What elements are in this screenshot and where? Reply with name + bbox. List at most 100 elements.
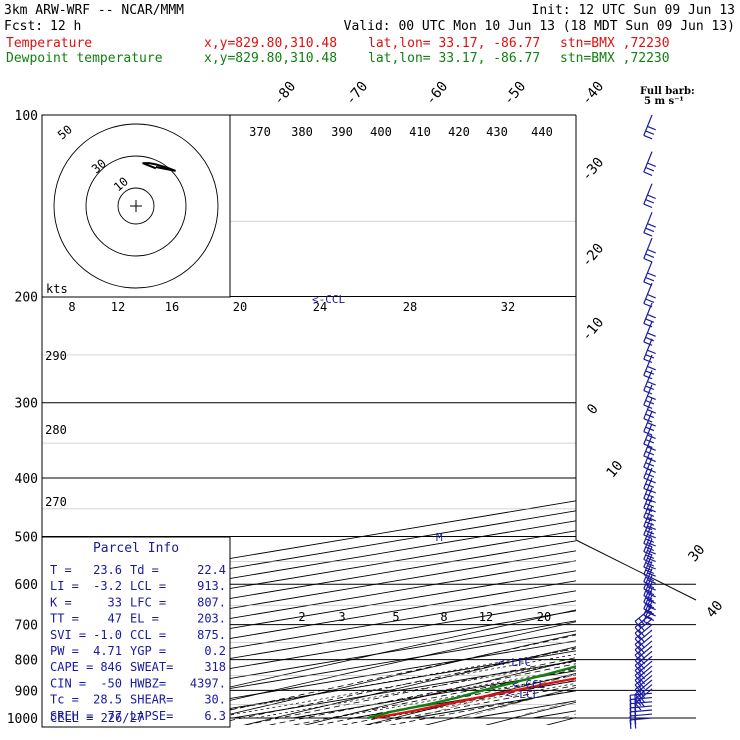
parcel-info-value: 318: [204, 660, 226, 674]
isotherm-label: -50: [501, 79, 530, 109]
temperature-latlon: lat,lon= 33.17, -86.77: [368, 36, 540, 51]
theta-label: 270: [45, 495, 67, 509]
wind-barb-feather: [638, 671, 646, 680]
dewpoint-station: stn=BMX ,72230: [560, 51, 670, 66]
wind-barb-feather: [645, 530, 655, 535]
wind-barb-staff: [643, 538, 653, 560]
dry-adiabat-line: [303, 659, 576, 725]
wind-barb-staff: [643, 514, 653, 536]
wind-barb-feather: [634, 698, 642, 706]
theta-e-label: 32: [501, 300, 515, 314]
isotherm-label: -70: [343, 79, 372, 109]
wind-barb-feather: [643, 620, 653, 626]
wind-barb-feather: [645, 370, 655, 375]
header: 3km ARW-WRF -- NCAR/MMM Init: 12 UTC Sun…: [4, 3, 735, 66]
wind-legend: Full barb: 5 m s⁻¹: [640, 86, 695, 107]
wind-barb-feather: [647, 498, 656, 504]
wind-barb-feather: [647, 381, 656, 386]
wind-barb-staff: [643, 457, 653, 479]
mixing-ratio-line: [296, 668, 576, 719]
wind-barb-feather: [647, 272, 656, 277]
theta-label: 280: [45, 423, 67, 437]
wind-barb-feather: [634, 626, 642, 635]
wind-barb-feather: [643, 608, 653, 613]
wind-barb-feather: [643, 581, 653, 586]
wind-barb-feather: [647, 592, 656, 598]
dry-adiabat-line: [708, 115, 740, 731]
wind-barb-feather: [647, 586, 656, 591]
wind-barb: [643, 384, 656, 409]
theta-e-label: 12: [111, 300, 125, 314]
wind-barb-feather: [643, 134, 653, 140]
wind-barb: [643, 354, 656, 380]
wind-barb-feather: [643, 341, 653, 346]
theta-e-label: 24: [313, 300, 327, 314]
wind-barb-staff: [643, 282, 653, 304]
theta-label: 410: [409, 125, 431, 139]
mixing-ratio-label: 8: [440, 610, 447, 624]
wind-barb-feather: [645, 426, 655, 432]
isotherm-label: 30: [685, 542, 708, 565]
wind-barb-staff: [643, 237, 653, 259]
wind-barb-feather: [643, 358, 653, 364]
wind-barb: [629, 717, 653, 729]
wind-barb: [643, 398, 656, 423]
wind-barb-staff: [630, 709, 653, 713]
wind-barb-feather: [645, 130, 655, 135]
ccl-label: <-CCL: [512, 678, 545, 691]
wind-barb-feather: [647, 293, 656, 299]
isotherm-label: 10: [603, 458, 626, 481]
wind-barb: [643, 321, 656, 346]
wind-barb-staff: [643, 411, 653, 432]
parcel-info-frame: [41, 536, 231, 728]
pressure-tick-label: 600: [15, 578, 38, 593]
wind-barb-feather: [634, 632, 642, 641]
parcel-info-panel: Parcel Info T = 23.6 Td = 22.4 LI = -3.2 LCL = 9…: [41, 536, 231, 728]
theta-label: 400: [370, 125, 392, 139]
wind-barb-feather: [645, 276, 655, 282]
wind-barb: [643, 530, 656, 556]
isotherm-line: [42, 600, 576, 691]
wind-barb-feather: [647, 542, 656, 547]
m-label: M: [436, 531, 443, 544]
wind-barb-feather: [643, 551, 653, 556]
wind-barb-feather: [645, 562, 655, 567]
model-title: 3km ARW-WRF -- NCAR/MMM: [4, 3, 184, 18]
wind-barb-feather: [645, 610, 655, 615]
wind-barb-feather: [634, 665, 642, 673]
pressure-tick-label: 900: [15, 684, 38, 699]
parcel-info-value: 4.71: [93, 644, 122, 658]
parcel-info-value: 846: [100, 660, 122, 674]
wind-barb-feather: [647, 446, 656, 451]
wind-barb-feather: [643, 418, 653, 423]
hodograph-trace: [142, 162, 176, 172]
wind-barb-staff: [643, 530, 653, 552]
wind-barb-feather: [643, 507, 653, 513]
wind-barb-feather: [647, 434, 656, 440]
wind-barb-feather: [643, 232, 653, 237]
wind-barb-feather: [643, 455, 653, 460]
wind-barb-feather: [645, 439, 655, 444]
wind-barb-feather: [638, 686, 646, 694]
mixing-ratio-line: [255, 661, 576, 719]
parcel-info-value: 33: [108, 595, 122, 609]
temperature-xy: x,y=829.80,310.48: [204, 36, 337, 51]
isotherm-line: [42, 570, 576, 661]
isotherm-label: -80: [271, 79, 300, 109]
dry-adiabat-line: [586, 115, 740, 731]
wind-barb-feather: [643, 431, 653, 436]
wind-barb-feather: [638, 651, 646, 660]
wind-barb-feather: [638, 661, 646, 670]
wind-barb-feather: [647, 579, 656, 584]
wind-barb-feather: [645, 538, 655, 543]
wind-barb-feather: [643, 574, 653, 579]
theta-label: 440: [531, 125, 553, 139]
parcel-info-value: Td =: [130, 563, 159, 577]
isotherm-line: [42, 610, 576, 701]
hodograph-ring: [53, 123, 219, 289]
moist-adiabat-line: [316, 674, 576, 725]
parcel-info-value: 47: [108, 612, 122, 626]
parcel-info-value: SVI =: [50, 628, 86, 642]
parcel-info-value: 0.2: [204, 644, 226, 658]
wind-barb: [643, 546, 656, 572]
